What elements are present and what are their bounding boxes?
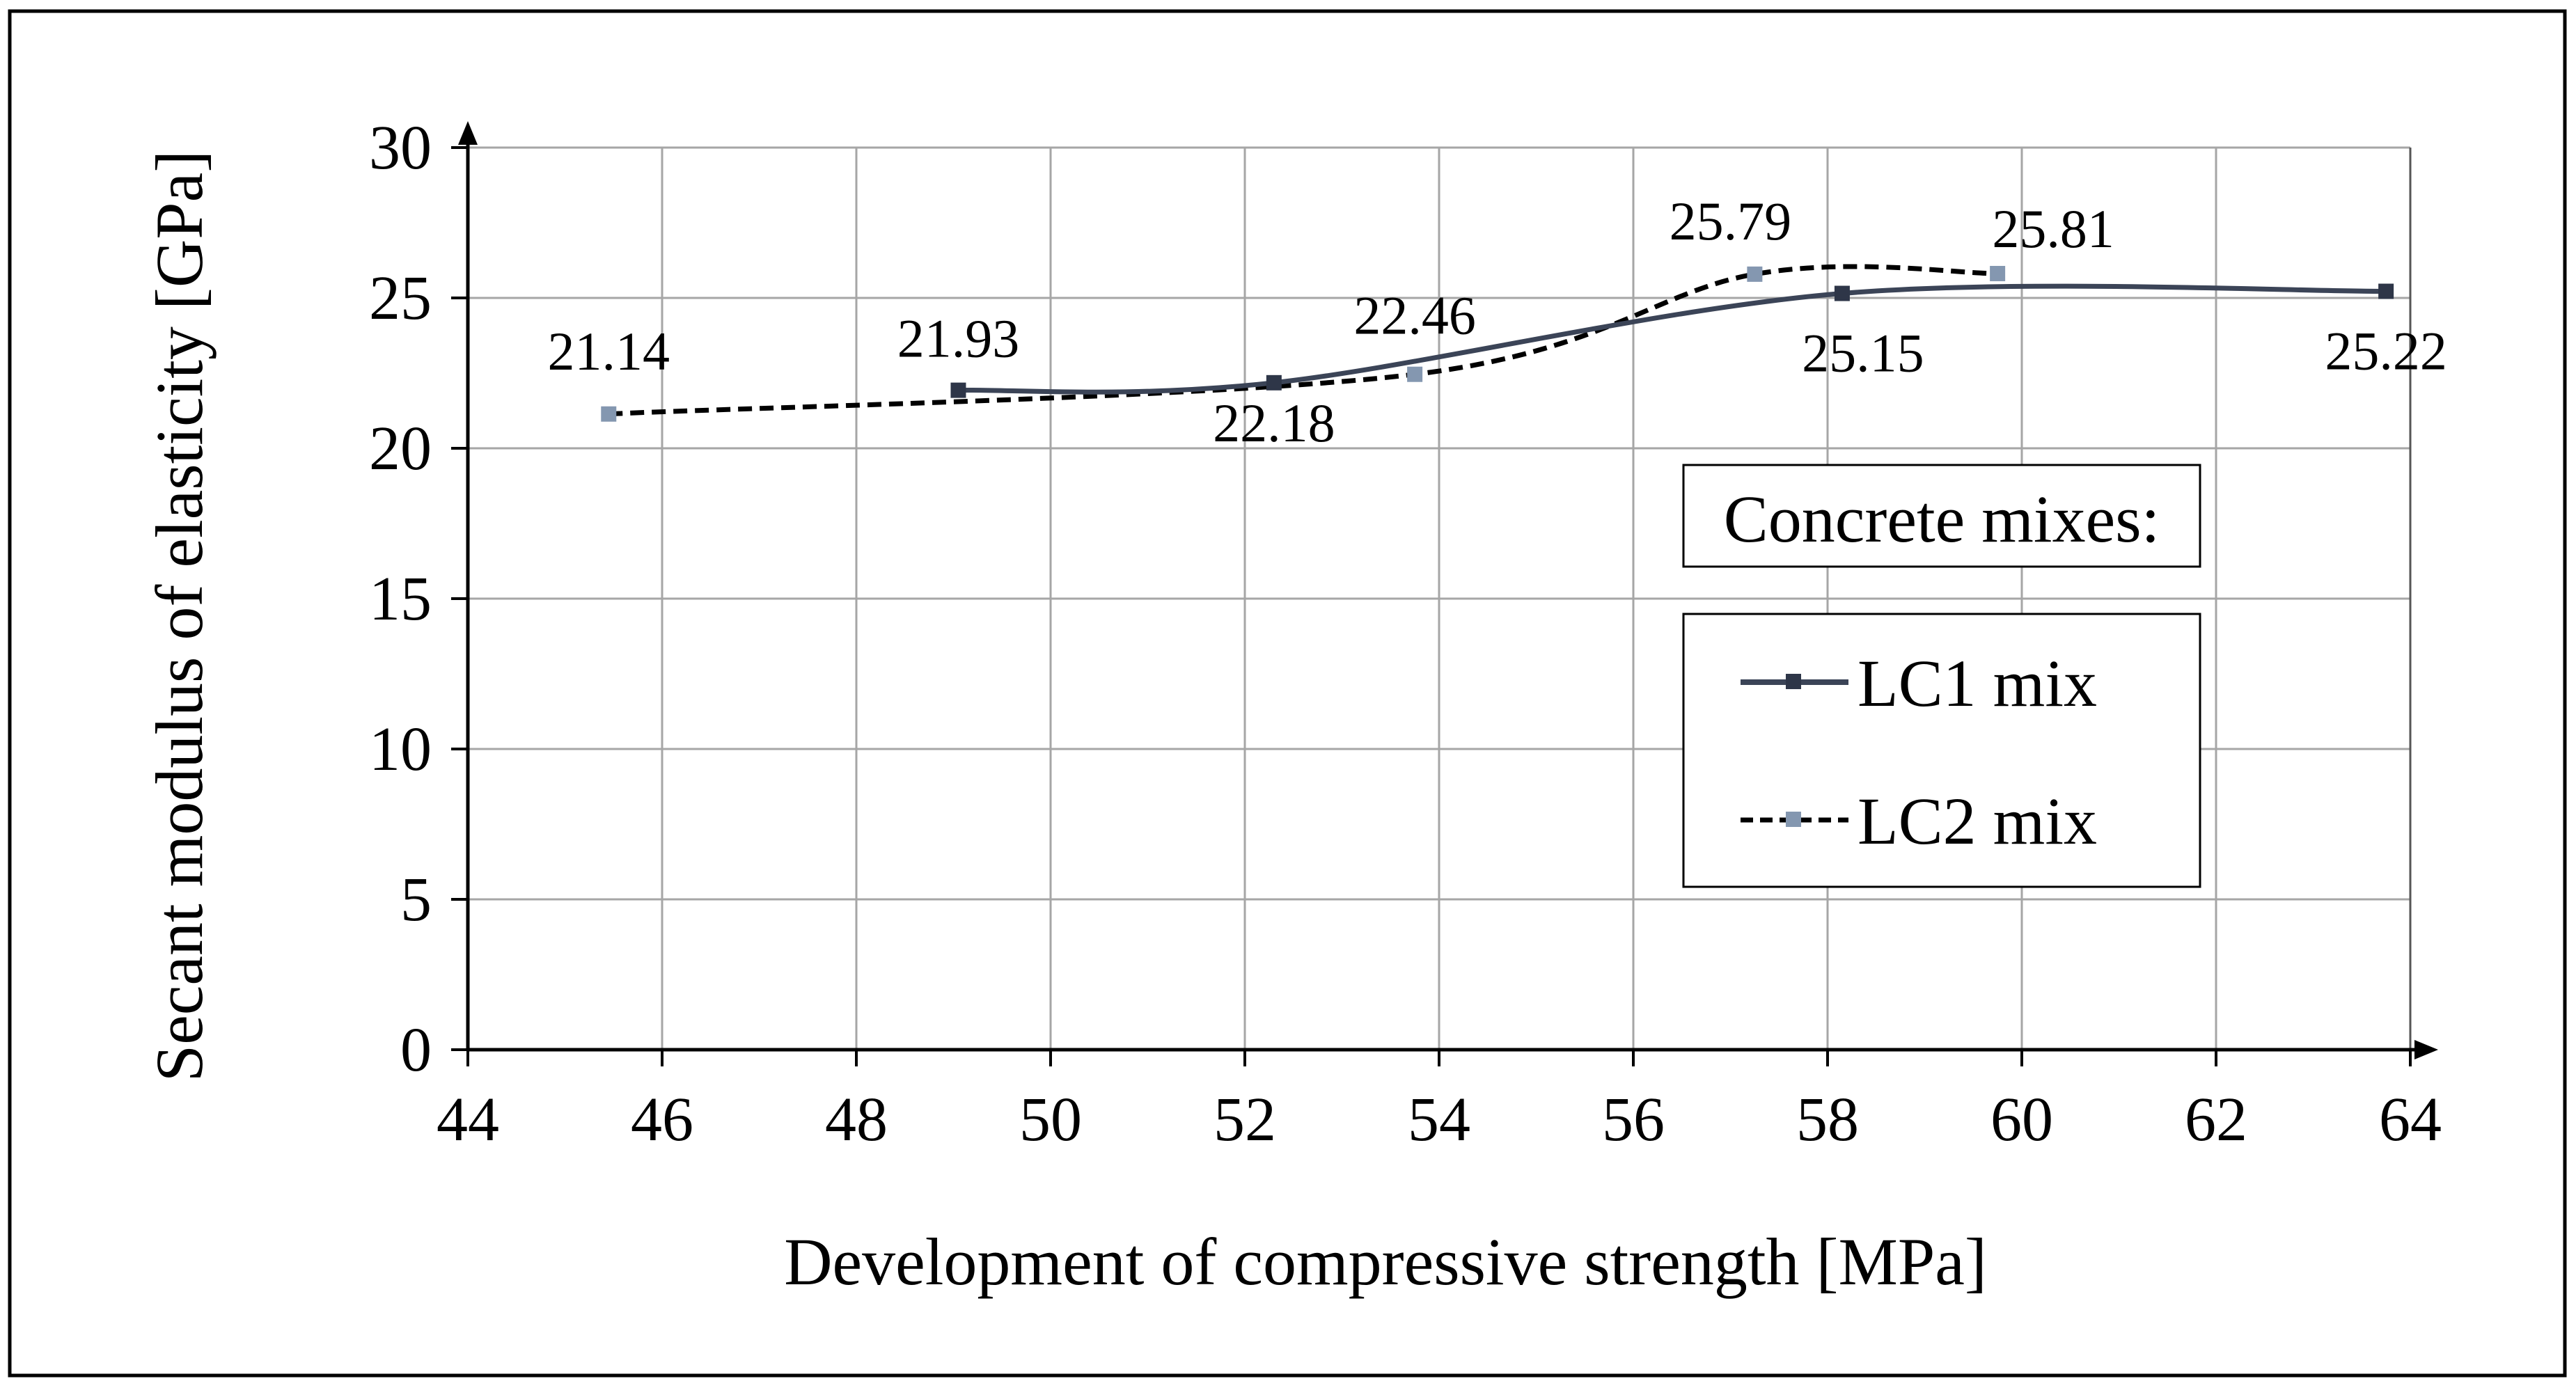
series-lc1-point <box>2378 283 2394 299</box>
x-tick-label: 56 <box>1602 1085 1665 1154</box>
legend-lc1-label: LC1 mix <box>1858 646 2097 720</box>
series-lc1-data-label: 21.93 <box>897 308 1020 369</box>
series-lc1-data-label: 25.22 <box>2325 320 2447 381</box>
x-tick-label: 44 <box>437 1085 499 1154</box>
y-axis-arrow <box>458 121 478 145</box>
series-lc1-data-label: 22.18 <box>1213 393 1335 453</box>
data-labels: 21.93 22.18 25.15 25.22 21.14 22.46 25.79 25.81 <box>548 191 2447 453</box>
legend-lc1-swatch-marker <box>1786 674 1801 689</box>
series-lc2-data-label: 25.81 <box>1992 198 2114 259</box>
series-lc2-point <box>1990 266 2006 282</box>
legend-lc2-label: LC2 mix <box>1858 784 2097 858</box>
legend: Concrete mixes: LC1 mix LC2 mix <box>1682 464 2201 888</box>
y-tick-label: 30 <box>369 113 432 182</box>
y-tick-label: 25 <box>369 264 432 333</box>
axes: 0 5 10 15 20 25 30 44 46 48 50 52 54 56 58 60 62 64 <box>369 113 2442 1154</box>
legend-lc2-swatch-marker <box>1786 812 1801 827</box>
series-lc1-point <box>950 382 966 398</box>
x-tick-label: 50 <box>1019 1085 1082 1154</box>
legend-item-lc1: LC1 mix <box>1741 646 2097 720</box>
series-lc2-data-label: 21.14 <box>548 321 670 381</box>
x-tick-label: 48 <box>825 1085 888 1154</box>
x-tick-label: 46 <box>631 1085 693 1154</box>
x-tick-label: 64 <box>2379 1085 2442 1154</box>
y-tick-label: 10 <box>369 715 432 784</box>
grid <box>468 146 2412 1050</box>
x-axis-arrow <box>2414 1040 2438 1059</box>
x-axis-title: Development of compressive strength [MPa… <box>784 1224 1987 1299</box>
x-tick-label: 58 <box>1796 1085 1859 1154</box>
legend-title: Concrete mixes: <box>1724 482 2160 556</box>
y-axis-title: Secant modulus of elasticity [GPa] <box>142 150 217 1082</box>
legend-item-lc2: LC2 mix <box>1741 784 2097 858</box>
y-tick-label: 0 <box>400 1016 432 1085</box>
series-lc2-line <box>608 264 1998 417</box>
y-tick-label: 20 <box>369 414 432 483</box>
series-lc2-point <box>601 406 617 422</box>
series-lc2-point <box>1407 366 1423 382</box>
series-layer <box>601 264 2394 422</box>
series-lc1-point <box>1834 285 1850 301</box>
x-tick-label: 60 <box>1990 1085 2053 1154</box>
series-lc1-data-label: 25.15 <box>1802 323 1924 384</box>
legend-box <box>1682 613 2201 888</box>
y-tick-label: 15 <box>369 565 432 633</box>
series-lc1-line <box>958 283 2387 395</box>
x-tick-label: 62 <box>2185 1085 2247 1154</box>
legend-title-box <box>1682 464 2201 568</box>
y-tick-label: 5 <box>400 865 432 934</box>
series-lc2-data-label: 22.46 <box>1353 285 1476 346</box>
x-tick-label: 52 <box>1214 1085 1276 1154</box>
series-lc2-data-label: 25.79 <box>1670 191 1792 251</box>
series-lc1-point <box>1266 374 1282 391</box>
x-tick-label: 54 <box>1408 1085 1470 1154</box>
series-lc2-point <box>1747 266 1763 282</box>
